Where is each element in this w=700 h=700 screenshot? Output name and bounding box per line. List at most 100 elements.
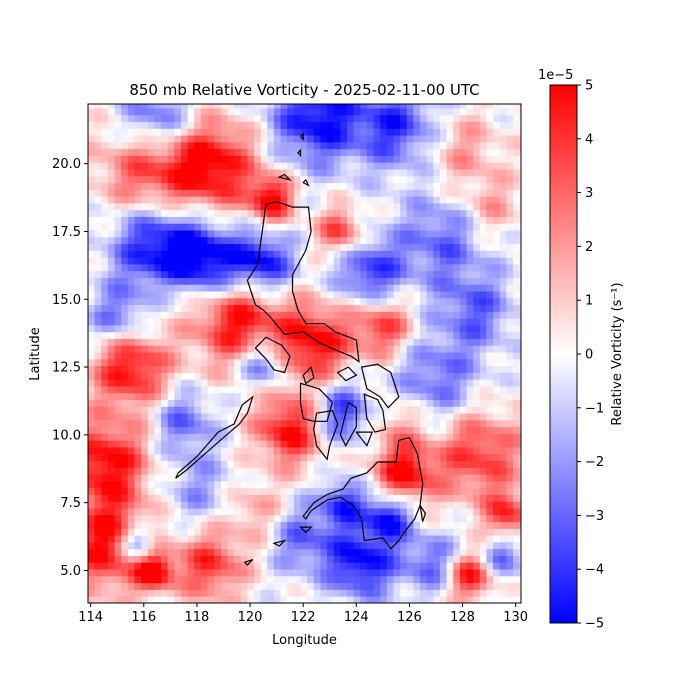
heatmap-cell xyxy=(147,480,155,489)
heatmap-cell xyxy=(147,555,155,563)
heatmap-cell xyxy=(293,284,301,292)
heatmap-cell xyxy=(426,575,434,584)
heatmap-cell xyxy=(406,372,414,380)
heatmap-cell xyxy=(479,202,487,211)
heatmap-cell xyxy=(273,365,281,373)
heatmap-cell xyxy=(420,419,428,428)
heatmap-cell xyxy=(167,216,175,224)
heatmap-cell xyxy=(167,318,175,326)
heatmap-cell xyxy=(88,108,96,116)
heatmap-cell xyxy=(267,189,275,197)
heatmap-cell xyxy=(187,338,195,346)
heatmap-cell xyxy=(94,562,102,570)
heatmap-cell xyxy=(101,104,109,109)
heatmap-cell xyxy=(101,508,109,516)
heatmap-cell xyxy=(293,453,301,462)
heatmap-cell xyxy=(386,528,394,536)
heatmap-cell xyxy=(366,108,374,116)
heatmap-cell xyxy=(260,406,268,414)
heatmap-cell xyxy=(107,474,115,482)
heatmap-cell xyxy=(127,209,135,217)
heatmap-cell xyxy=(121,541,129,550)
heatmap-cell xyxy=(147,277,155,285)
colorbar-gradient xyxy=(549,84,578,624)
y-tick-label: 7.5 xyxy=(60,496,81,511)
heatmap-cell xyxy=(506,406,514,414)
heatmap-cell xyxy=(180,447,189,455)
heatmap-cell xyxy=(426,426,434,434)
heatmap-cell xyxy=(479,243,487,251)
heatmap-cell xyxy=(420,541,428,550)
heatmap-cell xyxy=(506,440,514,448)
heatmap-cell xyxy=(413,141,421,150)
heatmap-cell xyxy=(247,447,255,455)
heatmap-cell xyxy=(313,182,321,190)
heatmap-cell xyxy=(254,413,262,421)
heatmap-cell xyxy=(234,548,242,556)
heatmap-cell xyxy=(406,426,414,434)
heatmap-cell xyxy=(340,148,348,156)
heatmap-cell xyxy=(174,216,182,224)
heatmap-cell xyxy=(154,182,162,190)
heatmap-cell xyxy=(121,501,129,509)
heatmap-cell xyxy=(459,508,467,516)
heatmap-cell xyxy=(247,155,255,163)
heatmap-cell xyxy=(287,426,295,434)
heatmap-cell xyxy=(459,108,467,116)
heatmap-cell xyxy=(506,216,514,224)
heatmap-cell xyxy=(114,318,122,326)
heatmap-cell xyxy=(227,494,235,502)
heatmap-cell xyxy=(493,338,501,346)
heatmap-cell xyxy=(134,460,142,468)
heatmap-cell xyxy=(353,386,361,394)
heatmap-cell xyxy=(260,155,268,163)
heatmap-cell xyxy=(393,548,401,556)
heatmap-cell xyxy=(260,284,268,292)
heatmap-cell xyxy=(180,460,189,468)
heatmap-cell xyxy=(380,162,388,170)
heatmap-cell xyxy=(479,467,487,475)
heatmap-cell xyxy=(114,589,122,597)
heatmap-cell xyxy=(433,413,441,421)
heatmap-cell xyxy=(473,480,481,489)
heatmap-cell xyxy=(453,413,461,421)
heatmap-cell xyxy=(353,162,361,170)
heatmap-cell xyxy=(313,535,321,543)
heatmap-cell xyxy=(413,399,421,407)
heatmap-cell xyxy=(453,311,461,319)
heatmap-cell xyxy=(453,189,461,197)
heatmap-cell xyxy=(420,406,428,414)
heatmap-cell xyxy=(147,108,155,116)
heatmap-cell xyxy=(240,386,248,394)
heatmap-cell xyxy=(180,121,189,129)
heatmap-cell xyxy=(287,440,295,448)
heatmap-cell xyxy=(161,596,169,603)
heatmap-cell xyxy=(506,548,514,556)
heatmap-cell xyxy=(439,562,448,570)
heatmap-cell xyxy=(499,480,507,489)
heatmap-cell xyxy=(466,548,474,556)
heatmap-cell xyxy=(333,250,341,258)
heatmap-cell xyxy=(327,162,335,170)
heatmap-cell xyxy=(247,467,255,475)
heatmap-cell xyxy=(400,196,408,204)
heatmap-cell xyxy=(413,386,421,394)
heatmap-cell xyxy=(327,460,335,468)
heatmap-cell xyxy=(393,535,401,543)
heatmap-cell xyxy=(400,453,408,462)
heatmap-cell xyxy=(353,284,361,292)
heatmap-cell xyxy=(161,372,169,380)
heatmap-cell xyxy=(101,182,109,190)
heatmap-cell xyxy=(373,270,381,278)
heatmap-cell xyxy=(327,270,335,278)
heatmap-cell xyxy=(293,114,301,123)
heatmap-cell xyxy=(88,426,96,434)
heatmap-cell xyxy=(347,202,355,211)
heatmap-cell xyxy=(134,128,142,136)
heatmap-cell xyxy=(333,528,341,536)
heatmap-cell xyxy=(141,182,149,190)
heatmap-cell xyxy=(453,508,461,516)
heatmap-cell xyxy=(473,223,481,231)
heatmap-cell xyxy=(393,155,401,163)
heatmap-cell xyxy=(267,243,275,251)
